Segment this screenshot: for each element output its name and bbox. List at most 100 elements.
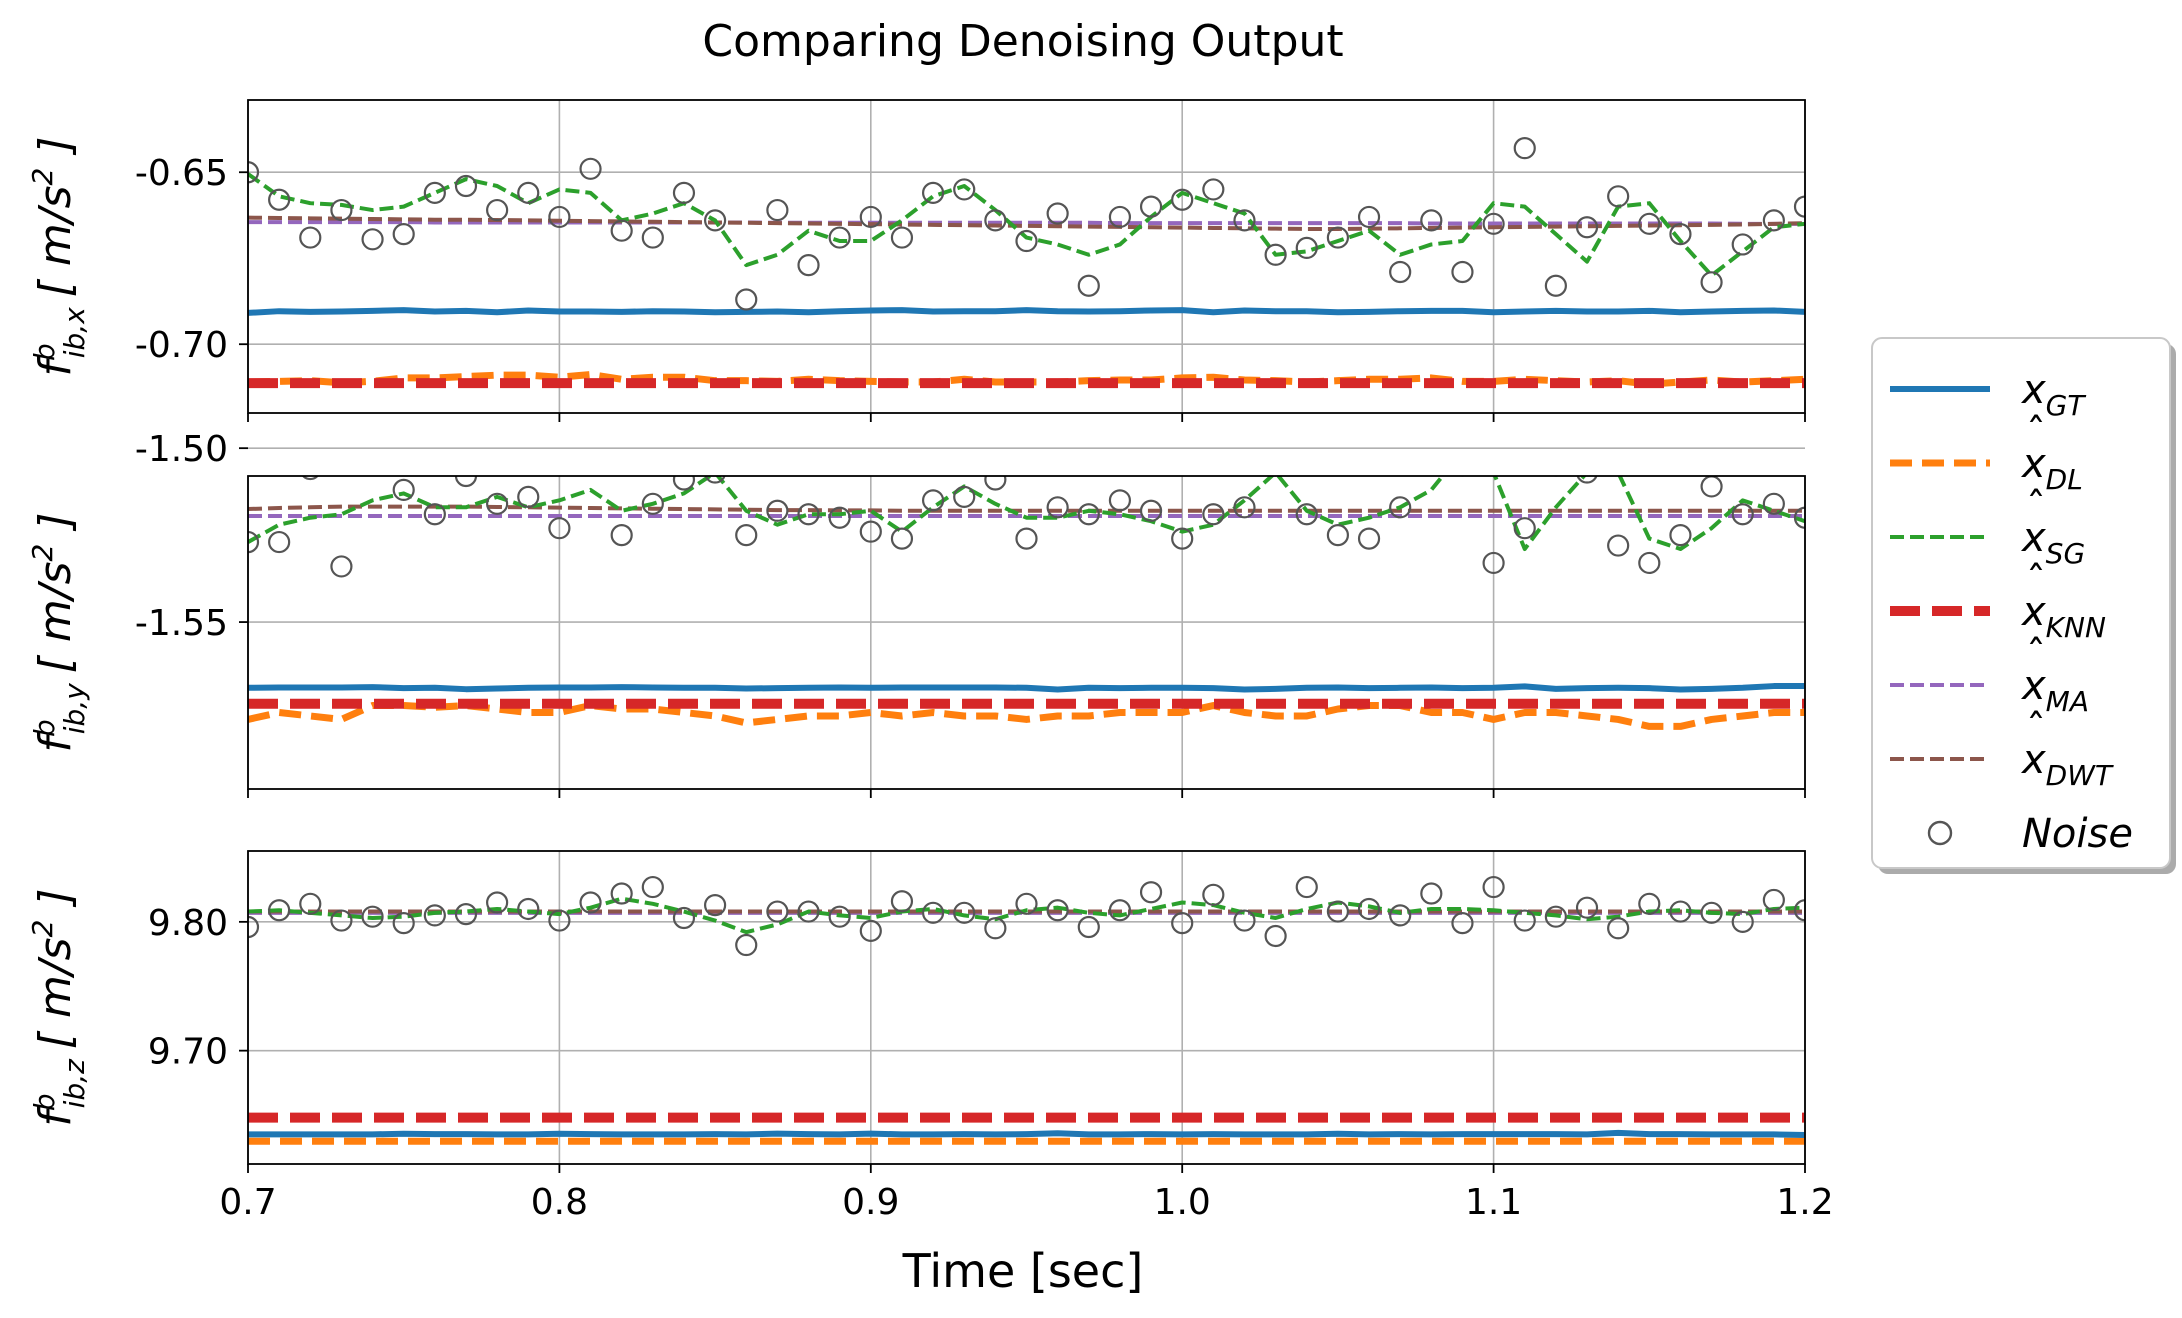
noise-marker [610,524,633,547]
noise-marker [1552,476,1560,477]
noise-marker [301,476,319,481]
legend-label-dl: xDL [2020,441,2083,496]
noise-marker [1389,260,1412,284]
noise-marker [1202,883,1225,906]
noise-marker [299,226,322,249]
series-line-sg [248,476,1805,552]
noise-marker [703,209,727,232]
noise-marker [1513,517,1536,540]
noise-marker [984,917,1007,940]
noise-marker [953,485,976,508]
legend-hat: ˆ [2026,411,2046,457]
x-tick-label: 0.7 [219,1182,276,1223]
noise-marker [1607,185,1630,208]
noise-marker [797,503,820,526]
y-label-sup: b [28,1093,61,1111]
noise-marker [486,891,509,914]
noise-marker [1669,223,1692,246]
noise-marker [517,485,540,508]
axes-frame [247,475,1806,790]
legend-label-dwt: xDWT [2020,737,2114,792]
noise-marker [735,288,758,311]
noise-marker [1482,875,1505,899]
noise-marker [1326,226,1350,249]
y-tick-label: 9.70 [148,1032,228,1073]
noise-marker [1793,899,1805,922]
noise-marker [921,489,945,512]
noise-marker [1731,503,1754,526]
noise-marker [766,198,789,222]
noise-marker [579,157,602,180]
series-line-ma [248,220,1805,226]
noise-marker [1139,195,1163,218]
noise-marker [248,530,260,554]
noise-marker [1202,178,1225,201]
series-line-gt [248,1129,1805,1139]
noise-marker [1326,900,1350,923]
y-label-exp: 2 [26,168,59,186]
legend-hat: ˆ [2026,707,2046,753]
noise-marker [828,226,851,249]
noise-marker [1669,524,1692,547]
noise-marker [953,901,976,924]
noise-marker [859,205,882,229]
noise-marker [1295,503,1318,526]
chart-title: Comparing Denoising Output [702,16,1343,67]
noise-marker [268,530,291,554]
noise-marker [330,909,353,932]
noise-marker [1077,915,1100,939]
noise-marker [890,527,914,550]
noise-marker [1513,909,1536,932]
noise-marker [735,524,758,547]
y-label-close: ] [30,888,81,919]
noise-marker [828,905,851,928]
noise-marker [486,198,509,222]
series-line-dwt [248,504,1805,513]
noise-marker [423,503,446,526]
noise-marker [610,882,633,905]
noise-marker [1458,476,1467,477]
x-axis-label: Time [sec] [902,1244,1144,1298]
noise-marker [828,506,851,529]
noise-marker [1544,274,1567,297]
y-label-unit: [ m/s [30,185,81,297]
noise-marker [1139,881,1163,904]
noise-marker [517,897,540,921]
noise-marker [1607,534,1630,557]
noise-marker [672,906,696,930]
series-group [248,875,1805,1145]
series-line-gt [248,307,1805,316]
noise-marker [1544,905,1567,928]
noise-marker [548,517,571,540]
axes-frame [247,850,1806,1165]
noise-marker [797,253,820,277]
noise-marker [517,181,540,204]
noise-marker [423,181,446,204]
noise-marker [1793,506,1805,529]
noise-marker [548,909,571,932]
legend-label-gt: xGT [2020,367,2086,422]
noise-marker [672,476,696,491]
noise-marker [1233,496,1256,519]
series-line-sg [248,896,1805,935]
noise-marker [1171,188,1194,211]
noise-marker [1326,524,1350,547]
noise-marker [1420,882,1443,905]
noise-marker [1357,205,1381,229]
x-tick-label: 1.0 [1154,1182,1211,1223]
noise-marker [363,452,383,472]
y-label-sup: b [28,719,61,737]
noise-marker [1357,527,1381,550]
noise-marker [703,893,727,917]
axes-frame [247,99,1806,414]
noise-marker [921,901,945,924]
noise-marker [1421,424,1441,444]
noise-marker [299,892,322,915]
noise-marker [1389,904,1412,927]
